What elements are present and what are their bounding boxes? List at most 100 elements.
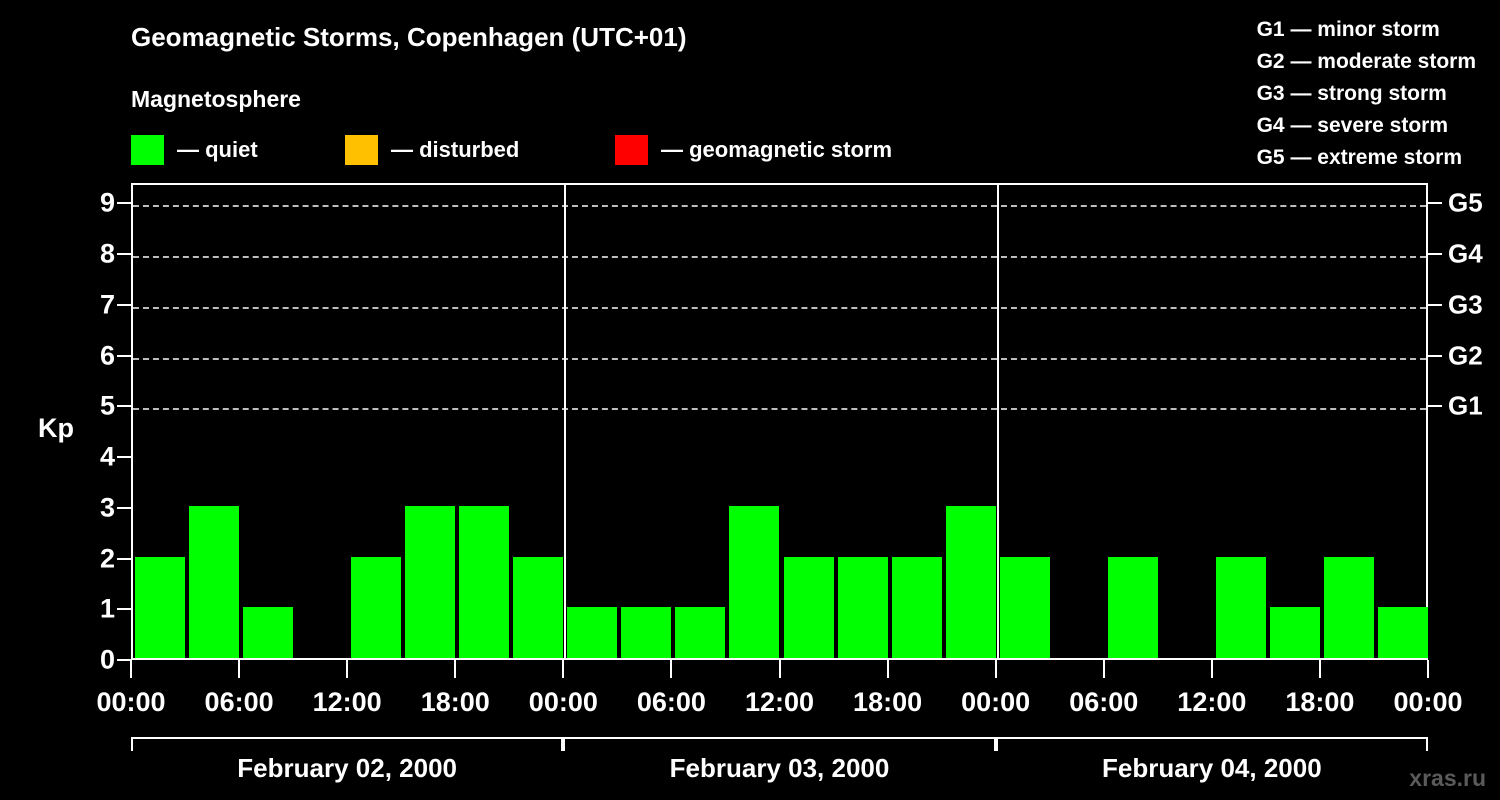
gscale-legend-line: G1 — minor storm bbox=[1256, 18, 1440, 41]
gscale-tick-mark bbox=[1428, 253, 1442, 256]
kp-bar[interactable] bbox=[1377, 607, 1428, 658]
kp-bar[interactable] bbox=[459, 505, 510, 658]
y-axis-tick-mark bbox=[117, 608, 131, 611]
kp-bar[interactable] bbox=[351, 556, 402, 658]
quiet-swatch bbox=[131, 135, 164, 165]
kp-bar[interactable] bbox=[729, 505, 780, 658]
y-axis-tick-label: 3 bbox=[99, 492, 115, 523]
page-title: Geomagnetic Storms, Copenhagen (UTC+01) bbox=[131, 22, 687, 52]
x-axis-tick-mark bbox=[562, 660, 565, 678]
day-caption: February 04, 2000 bbox=[1101, 753, 1322, 783]
bars-layer bbox=[133, 185, 1428, 658]
x-axis-tick-mark bbox=[346, 660, 349, 678]
legend-entry[interactable]: — quiet bbox=[131, 135, 258, 165]
x-axis-tick-label: 12:00 bbox=[744, 687, 815, 717]
legend-label: — disturbed bbox=[391, 137, 520, 162]
x-axis-tick-label: 06:00 bbox=[636, 687, 706, 717]
kp-bar[interactable] bbox=[189, 505, 240, 658]
gridline bbox=[133, 408, 1426, 411]
kp-bar[interactable] bbox=[1107, 556, 1158, 658]
y-axis-title: Kp bbox=[38, 413, 74, 443]
gscale-legend-line: G3 — strong storm bbox=[1256, 82, 1447, 105]
series-title: Magnetosphere bbox=[131, 86, 301, 112]
x-axis-tick-mark bbox=[238, 660, 241, 678]
kp-bar[interactable] bbox=[243, 607, 294, 658]
y-axis-tick-label: 2 bbox=[99, 543, 115, 573]
gscale-legend: G1 — minor storm G2 — moderate storm G3 — … bbox=[1257, 14, 1476, 174]
gscale-legend-line: G2 — moderate storm bbox=[1256, 50, 1476, 73]
kp-bar[interactable] bbox=[621, 607, 672, 658]
x-axis-tick-mark bbox=[1210, 660, 1213, 678]
kp-bar[interactable] bbox=[837, 556, 888, 658]
kp-bar[interactable] bbox=[1215, 556, 1266, 658]
y-axis-tick-label: 5 bbox=[99, 390, 115, 421]
watermark: xras.ru bbox=[1409, 765, 1486, 791]
y-axis-tick-label: 8 bbox=[99, 238, 115, 269]
legend-label: — geomagnetic storm bbox=[661, 137, 893, 162]
x-axis-tick-label: 06:00 bbox=[204, 687, 274, 717]
kp-bar[interactable] bbox=[945, 505, 996, 658]
x-axis-tick-label: 00:00 bbox=[1393, 687, 1463, 717]
x-axis-tick-mark bbox=[1318, 660, 1321, 678]
y-axis-tick-mark bbox=[117, 557, 131, 560]
x-axis-tick-label: 18:00 bbox=[1285, 687, 1355, 717]
kp-bar[interactable] bbox=[675, 607, 726, 658]
gscale-tick-label: G4 bbox=[1448, 238, 1483, 269]
x-axis-tick-mark bbox=[130, 660, 132, 678]
x-axis-tick-label: 00:00 bbox=[96, 687, 166, 717]
x-axis-tick-mark bbox=[454, 660, 457, 678]
storm-swatch bbox=[615, 135, 648, 165]
y-axis-tick-mark bbox=[117, 405, 131, 408]
plot-area bbox=[131, 183, 1428, 660]
gscale-tick-mark bbox=[1428, 202, 1442, 205]
day-divider bbox=[996, 185, 999, 658]
gscale-tick-label: G1 bbox=[1448, 390, 1483, 421]
y-axis-tick-label: 6 bbox=[99, 340, 115, 371]
kp-bar[interactable] bbox=[999, 556, 1050, 658]
x-axis-tick-label: 00:00 bbox=[528, 687, 598, 717]
kp-bar[interactable] bbox=[135, 556, 186, 658]
gscale-legend-line: G5 — extreme storm bbox=[1256, 146, 1463, 169]
y-axis-tick-mark bbox=[117, 354, 131, 357]
y-axis-tick-mark bbox=[117, 253, 131, 256]
gridline bbox=[133, 306, 1426, 309]
kp-bar[interactable] bbox=[891, 556, 942, 658]
y-axis-tick-mark bbox=[117, 456, 131, 459]
x-axis-tick-mark bbox=[1102, 660, 1105, 678]
x-axis-tick-label: 12:00 bbox=[312, 687, 382, 717]
y-axis-tick-label: 0 bbox=[99, 644, 115, 675]
kp-bar[interactable] bbox=[567, 607, 618, 658]
day-bracket bbox=[131, 737, 564, 751]
day-bracket bbox=[995, 737, 1428, 751]
y-axis-tick-mark bbox=[117, 202, 131, 205]
gscale-tick-mark bbox=[1428, 303, 1442, 306]
x-axis-tick-mark bbox=[886, 660, 889, 678]
y-axis-tick-mark bbox=[117, 659, 131, 661]
gscale-legend-line: G4 — severe storm bbox=[1256, 114, 1449, 137]
day-caption: February 02, 2000 bbox=[237, 753, 458, 783]
kp-bar[interactable] bbox=[513, 556, 564, 658]
y-axis-tick-label: 1 bbox=[99, 593, 115, 624]
gscale-tick-label: G5 bbox=[1448, 187, 1483, 218]
legend-entry[interactable]: — disturbed bbox=[345, 135, 519, 165]
kp-bar[interactable] bbox=[1323, 556, 1374, 658]
y-axis-tick-label: 4 bbox=[99, 441, 115, 472]
gscale-tick-mark bbox=[1428, 354, 1442, 357]
x-axis-tick-mark bbox=[1427, 660, 1429, 678]
y-axis-tick-mark bbox=[117, 506, 131, 509]
x-axis-tick-mark bbox=[778, 660, 781, 678]
y-axis-tick-label: 9 bbox=[99, 187, 115, 218]
day-divider bbox=[564, 185, 567, 658]
x-axis-tick-label: 00:00 bbox=[961, 687, 1031, 717]
legend-entry[interactable]: — geomagnetic storm bbox=[615, 135, 892, 165]
kp-bar[interactable] bbox=[783, 556, 834, 658]
x-axis-tick-label: 06:00 bbox=[1069, 687, 1139, 717]
x-axis-tick-label: 18:00 bbox=[420, 687, 490, 717]
kp-bar[interactable] bbox=[405, 505, 456, 658]
y-axis-tick-mark bbox=[117, 303, 131, 306]
day-caption: February 03, 2000 bbox=[669, 753, 890, 783]
gscale-tick-label: G2 bbox=[1448, 340, 1483, 371]
gridline bbox=[133, 357, 1426, 360]
disturbed-swatch bbox=[345, 135, 378, 165]
kp-bar[interactable] bbox=[1269, 607, 1320, 658]
